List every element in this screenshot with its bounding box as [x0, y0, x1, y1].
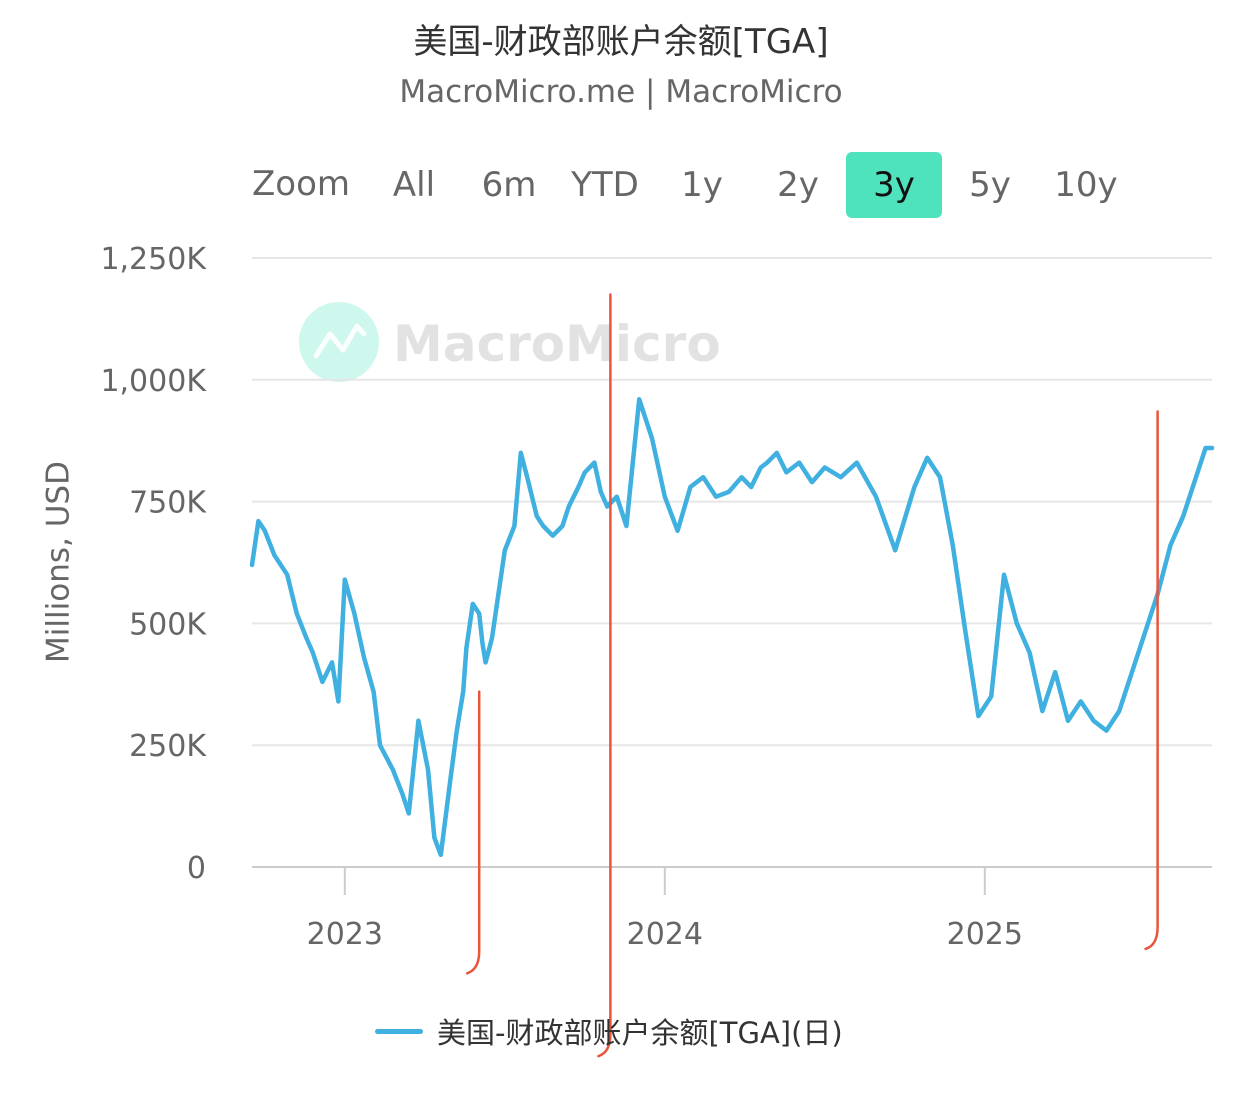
- series-line: [249, 397, 1215, 858]
- y-tick-label: 500K: [129, 607, 207, 642]
- zoom-button-ytd[interactable]: YTD: [571, 165, 639, 205]
- annotation-layer: [465, 293, 1159, 1058]
- zoom-button-5y[interactable]: 5y: [969, 165, 1011, 205]
- grid: [252, 257, 1212, 868]
- zoom-button-3y[interactable]: 3y: [846, 152, 942, 218]
- y-tick-label: 250K: [129, 729, 207, 764]
- legend-swatch: [375, 1028, 423, 1034]
- x-tick-label: 2023: [307, 917, 383, 952]
- zoom-button-1y[interactable]: 1y: [681, 165, 723, 205]
- annotation-line: [465, 690, 481, 975]
- x-tick-label: 2024: [627, 917, 703, 952]
- y-tick-label: 1,250K: [100, 242, 207, 277]
- x-axis: 2023 2024 2025: [307, 867, 1023, 952]
- x-tick-label: 2025: [947, 917, 1023, 952]
- watermark-logo-mark-icon: [313, 323, 367, 359]
- y-tick-label: 750K: [129, 486, 207, 521]
- y-tick-label: 0: [187, 851, 206, 886]
- y-tick-label: 1,000K: [100, 364, 207, 399]
- y-axis-ticks: 0 250K 500K 750K 1,000K 1,250K: [100, 242, 207, 886]
- legend[interactable]: 美国-财政部账户余额[TGA](日): [375, 1008, 843, 1054]
- zoom-button-10y[interactable]: 10y: [1054, 165, 1118, 205]
- zoom-button-2y[interactable]: 2y: [777, 165, 819, 205]
- chart-title: 美国-财政部账户余额[TGA]: [413, 22, 829, 62]
- annotation-line: [597, 293, 612, 1058]
- series-layer: [249, 397, 1215, 858]
- legend-label: 美国-财政部账户余额[TGA](日): [437, 1016, 843, 1050]
- annotation-line: [1144, 410, 1159, 951]
- watermark-text: MacroMicro: [393, 315, 721, 373]
- zoom-label: Zoom: [252, 164, 351, 204]
- chart-subtitle: MacroMicro.me | MacroMicro: [399, 74, 843, 110]
- zoom-button-6m[interactable]: 6m: [481, 165, 537, 205]
- watermark: MacroMicro: [299, 302, 721, 382]
- y-axis-label: Millions, USD: [41, 461, 77, 663]
- zoom-button-all[interactable]: All: [392, 165, 436, 205]
